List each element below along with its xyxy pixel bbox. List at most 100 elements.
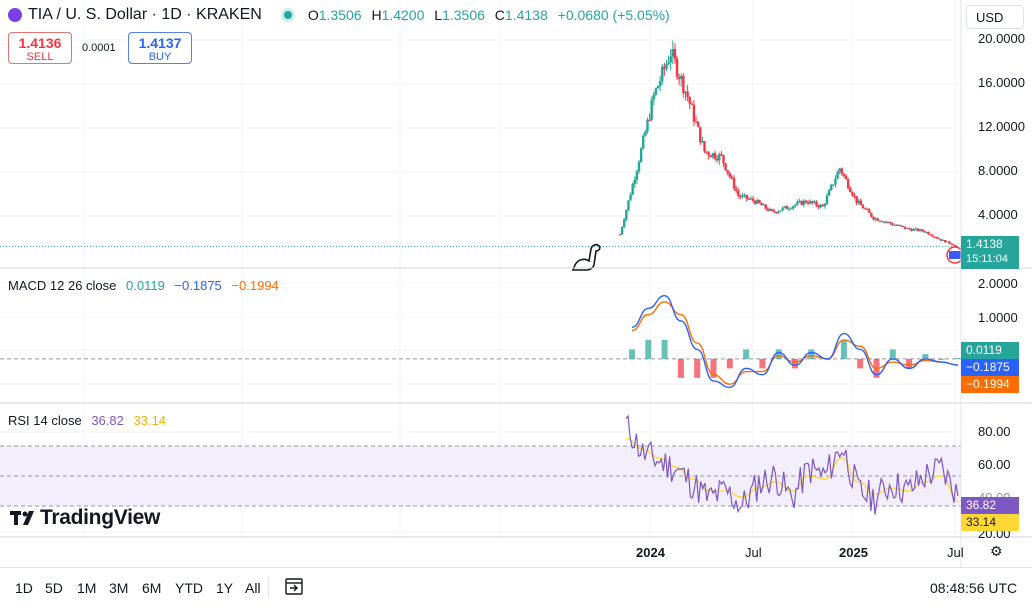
candle-body [673, 49, 677, 59]
period-1d-button[interactable]: 1D [15, 580, 33, 596]
macd-histogram-bar [922, 354, 929, 359]
candle-body [671, 49, 675, 57]
candle-body [804, 200, 808, 203]
candle-body [927, 231, 930, 235]
settings-gear-icon[interactable]: ⚙ [990, 543, 1003, 559]
chart-canvas[interactable] [0, 0, 1032, 567]
candle-body [891, 223, 894, 225]
candle-body [811, 201, 814, 203]
goto-date-icon[interactable] [284, 576, 304, 601]
candle-body [758, 199, 761, 204]
period-all-button[interactable]: All [245, 580, 261, 596]
candle-body [756, 199, 759, 204]
candle-body [745, 194, 748, 199]
currency-select[interactable]: USD [966, 5, 1024, 29]
candle-body [870, 212, 873, 217]
candle-body [627, 200, 630, 210]
macd-line [631, 294, 959, 389]
rsi-line [625, 414, 959, 515]
candle-body [832, 184, 835, 186]
candle-body [844, 175, 848, 180]
candle-body [876, 218, 879, 221]
candle-body [631, 184, 634, 195]
candle-body [954, 245, 958, 247]
candle-body [734, 188, 738, 191]
dino-icon [571, 243, 601, 271]
candle-body [705, 151, 708, 153]
candle-body [739, 195, 742, 197]
macd-histogram-bar [906, 358, 913, 369]
candle-body [667, 62, 670, 65]
x-axis-label: 2024 [636, 545, 665, 560]
price-axis-label: 20.0000 [978, 31, 1025, 46]
candle-body [884, 221, 888, 223]
bottom-toolbar [0, 567, 1032, 608]
candle-body [935, 237, 939, 239]
macd-legend[interactable]: MACD 12 26 close 0.0119 −0.1875 −0.1994 [8, 278, 279, 293]
macd-histogram-bar [661, 339, 668, 359]
candle-body [897, 225, 901, 227]
rsi-pane [0, 414, 961, 515]
candle-body [918, 229, 922, 232]
candle-body [901, 226, 905, 228]
period-1m-button[interactable]: 1M [77, 580, 97, 596]
period-6m-button[interactable]: 6M [142, 580, 162, 596]
candle-body [751, 198, 755, 201]
countdown-tag: 15:11:04 [961, 252, 1019, 269]
symbol-title[interactable]: TIA / U. S. Dollar · 1D · KRAKEN [28, 6, 262, 23]
candle-body [707, 152, 710, 156]
candle-body [711, 153, 715, 158]
candle-body [646, 119, 649, 132]
candle-body [808, 201, 812, 204]
tradingview-logo[interactable]: TradingView [10, 506, 160, 530]
candle-body [899, 225, 903, 227]
candle-body [887, 222, 890, 224]
buy-button[interactable]: 1.4137 BUY [128, 32, 192, 64]
sell-button[interactable]: 1.4136 SELL [8, 32, 72, 64]
period-1y-button[interactable]: 1Y [216, 580, 234, 596]
candle-body [696, 121, 700, 127]
candle-body [825, 195, 829, 204]
candle-body [665, 64, 668, 69]
candle-body [754, 200, 757, 204]
macd-histogram-bar [726, 358, 733, 369]
candle-body [775, 211, 778, 213]
candle-body [821, 204, 824, 207]
candle-body [817, 205, 820, 208]
candle-body [948, 241, 951, 244]
candle-body [929, 234, 932, 236]
candle-body [623, 219, 626, 227]
candle-body [946, 241, 949, 243]
candle-body [779, 210, 782, 212]
tia-coin-icon [8, 8, 22, 22]
candle-body [703, 141, 706, 152]
candle-body [737, 190, 740, 196]
rsi-axis-label: 60.00 [978, 457, 1011, 472]
candle-body [728, 173, 732, 177]
candle-body [639, 148, 643, 162]
utc-clock[interactable]: 08:48:56 UTC [930, 580, 1018, 596]
candle-body [849, 188, 852, 193]
candle-body [937, 238, 941, 240]
candle-body [692, 104, 696, 122]
candle-body [846, 179, 850, 189]
ohlc-values: O1.3506 H1.4200 L1.3506 C1.4138 +0.0680 … [307, 7, 670, 23]
candle-body [813, 201, 816, 203]
candle-body [682, 75, 685, 94]
candle-body [783, 206, 786, 208]
candle-body [618, 234, 622, 236]
candle-body [830, 184, 833, 190]
candle-body [654, 88, 658, 95]
x-axis-label: Jul [947, 545, 964, 560]
candle-body [815, 201, 818, 206]
candle-body [644, 131, 647, 136]
pane-dividers [0, 0, 1032, 567]
candle-body [789, 208, 793, 210]
candle-body [730, 176, 734, 179]
period-3m-button[interactable]: 3M [109, 580, 129, 596]
rsi-legend[interactable]: RSI 14 close 36.82 33.14 [8, 413, 166, 428]
period-ytd-button[interactable]: YTD [175, 580, 203, 596]
period-5d-button[interactable]: 5D [45, 580, 63, 596]
candle-body [766, 208, 770, 211]
macd-histogram-bar [889, 349, 896, 359]
